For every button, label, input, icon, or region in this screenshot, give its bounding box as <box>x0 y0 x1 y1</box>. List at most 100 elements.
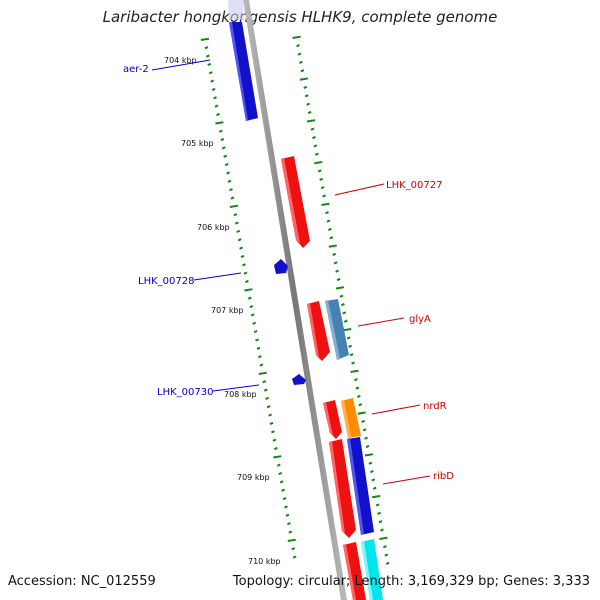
tick-mark <box>252 321 257 325</box>
axis-label-705: 705 kbp <box>181 139 214 148</box>
tick-mark <box>299 60 303 64</box>
tick-mark <box>326 219 331 223</box>
tick-mark <box>351 361 355 365</box>
axis-label-704: 704 kbp <box>164 56 197 65</box>
gene-label-ribD[interactable]: ribD <box>433 471 454 482</box>
tick-mark <box>377 511 381 515</box>
tick-mark <box>271 430 275 434</box>
tick-mark <box>368 461 373 465</box>
tick-mark <box>258 355 262 359</box>
tick-mark <box>216 112 220 117</box>
tick-mark <box>296 44 300 48</box>
tick-mark <box>218 129 223 133</box>
gene-label-LHK-00730[interactable]: LHK_00730 <box>157 387 213 398</box>
tick-mark <box>299 77 308 81</box>
tick-mark <box>341 302 345 307</box>
tick-mark <box>306 119 316 123</box>
tick-mark <box>204 46 209 50</box>
axis-label-708: 708 kbp <box>224 390 257 399</box>
gene-cyan[interactable] <box>361 539 383 600</box>
tick-mark <box>329 236 334 240</box>
tick-mark <box>265 396 270 400</box>
gene-glyA[interactable] <box>307 301 330 361</box>
accession-text: Accession: NC_012559 <box>8 574 156 589</box>
tick-mark <box>310 127 315 131</box>
tick-mark <box>384 553 389 557</box>
gene-nrdR-shade <box>341 400 351 438</box>
gene-label-LHK-00728[interactable]: LHK_00728 <box>138 276 194 287</box>
gene-red-6-shade <box>343 544 356 600</box>
tick-mark <box>269 421 274 426</box>
tick-mark <box>208 71 213 75</box>
gene-label-LHK-00727[interactable]: LHK_00727 <box>386 180 442 191</box>
tick-mark <box>335 269 340 273</box>
gene-red-6[interactable] <box>343 542 366 600</box>
tick-mark <box>221 146 226 150</box>
tick-mark <box>272 438 277 442</box>
tick-mark <box>247 296 252 300</box>
summary-text: Topology: circular; Length: 3,169,329 bp… <box>232 574 590 589</box>
axis-label-710: 710 kbp <box>248 557 281 566</box>
gene-features <box>229 22 383 600</box>
gene-label-glyA[interactable]: glyA <box>409 314 431 325</box>
tick-mark <box>234 221 239 225</box>
tick-mark <box>223 154 228 158</box>
tick-mark <box>262 380 267 384</box>
tick-mark <box>213 96 217 100</box>
tick-mark <box>233 213 238 217</box>
gene-ribD[interactable] <box>347 437 374 535</box>
tick-mark <box>328 244 337 248</box>
tick-mark <box>335 286 345 290</box>
tick-mark <box>273 455 282 459</box>
tick-mark <box>215 121 224 125</box>
tick-mark <box>375 503 380 507</box>
tick-mark <box>237 238 242 242</box>
label-lines <box>151 59 431 485</box>
gene-LHK-00730[interactable] <box>292 374 306 385</box>
tick-mark <box>372 486 377 490</box>
tick-mark <box>369 469 374 474</box>
tick-mark <box>287 538 296 542</box>
tick-mark <box>350 369 359 373</box>
gene-red-4-shade <box>323 402 333 436</box>
tick-mark <box>300 69 305 73</box>
gene-label-aer-2[interactable]: aer-2 <box>123 64 149 75</box>
gene-LHK-00727[interactable] <box>281 156 310 248</box>
tick-mark <box>245 279 249 284</box>
tick-mark <box>343 319 348 323</box>
tick-mark <box>205 54 210 58</box>
tick-mark <box>273 446 278 451</box>
tick-mark <box>332 252 337 257</box>
gene-steelblue[interactable] <box>325 299 349 360</box>
tick-mark <box>333 261 338 265</box>
tick-mark <box>380 528 384 532</box>
tick-mark <box>211 87 216 92</box>
tick-mark <box>259 363 264 367</box>
tick-mark <box>362 428 367 432</box>
gene-steelblue-shade <box>325 300 340 360</box>
tick-mark <box>226 171 230 175</box>
tick-mark <box>372 494 381 499</box>
tick-mark <box>240 254 245 259</box>
tick-mark <box>250 313 255 317</box>
tick-mark <box>229 188 233 192</box>
gene-red-5[interactable] <box>329 439 356 538</box>
gene-red-4[interactable] <box>323 400 342 439</box>
tick-mark <box>357 411 366 415</box>
tick-mark <box>297 52 302 56</box>
tick-mark <box>249 304 254 309</box>
axis-label-706: 706 kbp <box>197 223 230 232</box>
tick-mark <box>210 79 215 83</box>
tick-mark <box>319 177 324 181</box>
tick-mark <box>342 311 347 315</box>
gene-ribD-shade <box>347 438 364 535</box>
tick-mark <box>291 547 296 551</box>
axis-label-707: 707 kbp <box>211 306 244 315</box>
gene-label-nrdR[interactable]: nrdR <box>423 401 447 412</box>
gene-LHK-00727-shade <box>281 158 300 243</box>
tick-mark <box>282 497 287 501</box>
gene-nrdR[interactable] <box>341 398 361 438</box>
tick-mark <box>278 471 283 476</box>
gene-aer-2[interactable] <box>229 22 258 121</box>
gene-LHK-00728[interactable] <box>274 259 288 274</box>
